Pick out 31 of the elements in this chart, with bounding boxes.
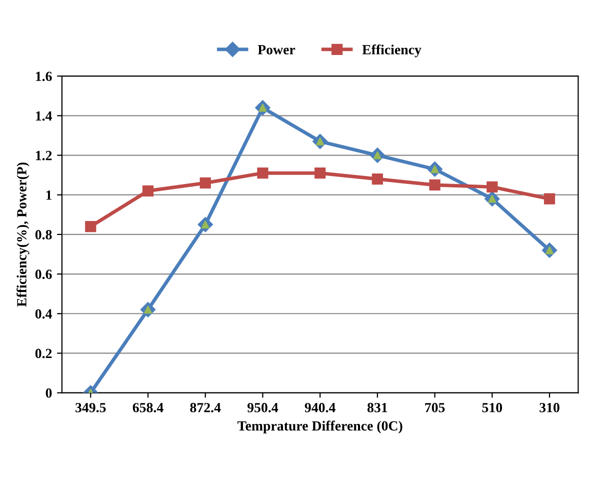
- x-tick-label: 705: [425, 402, 445, 412]
- point: [314, 168, 326, 179]
- point: [486, 181, 498, 193]
- x-tick-label: 510: [482, 402, 502, 412]
- x-tick-label: 950.4: [247, 402, 278, 412]
- point: [257, 168, 268, 179]
- point: [85, 220, 96, 232]
- point: [429, 179, 440, 191]
- y-tick-label: 1.6: [36, 72, 52, 82]
- x-tick-label: 349.5: [76, 402, 106, 412]
- y-tick-label: 1.2: [36, 150, 52, 160]
- x-tick-label: 310: [540, 402, 560, 412]
- y-tick-label: 0.8: [35, 230, 52, 240]
- point: [372, 173, 383, 185]
- x-axis-title: Temprature Difference (0C): [237, 420, 402, 434]
- y-axis-title: Efficiency(%), Power(P): [16, 162, 30, 307]
- legend-label: Power: [258, 45, 296, 54]
- y-tick-label: 0.6: [35, 270, 52, 280]
- point: [142, 185, 154, 196]
- x-tick-label: 872.4: [190, 402, 221, 412]
- x-tick-label: 658.4: [132, 402, 164, 412]
- y-tick-label: 0.2: [35, 348, 52, 358]
- y-tick-label: 0.4: [35, 309, 52, 319]
- legend-label: Efficiency: [362, 44, 422, 58]
- y-tick-label: 1.4: [36, 111, 52, 121]
- x-tick-label: 831: [367, 402, 388, 412]
- y-tick-label: 0: [46, 388, 52, 398]
- x-tick-label: 940.4: [304, 402, 336, 412]
- y-tick-label: 1: [46, 190, 52, 200]
- point: [200, 177, 211, 189]
- point: [544, 193, 556, 204]
